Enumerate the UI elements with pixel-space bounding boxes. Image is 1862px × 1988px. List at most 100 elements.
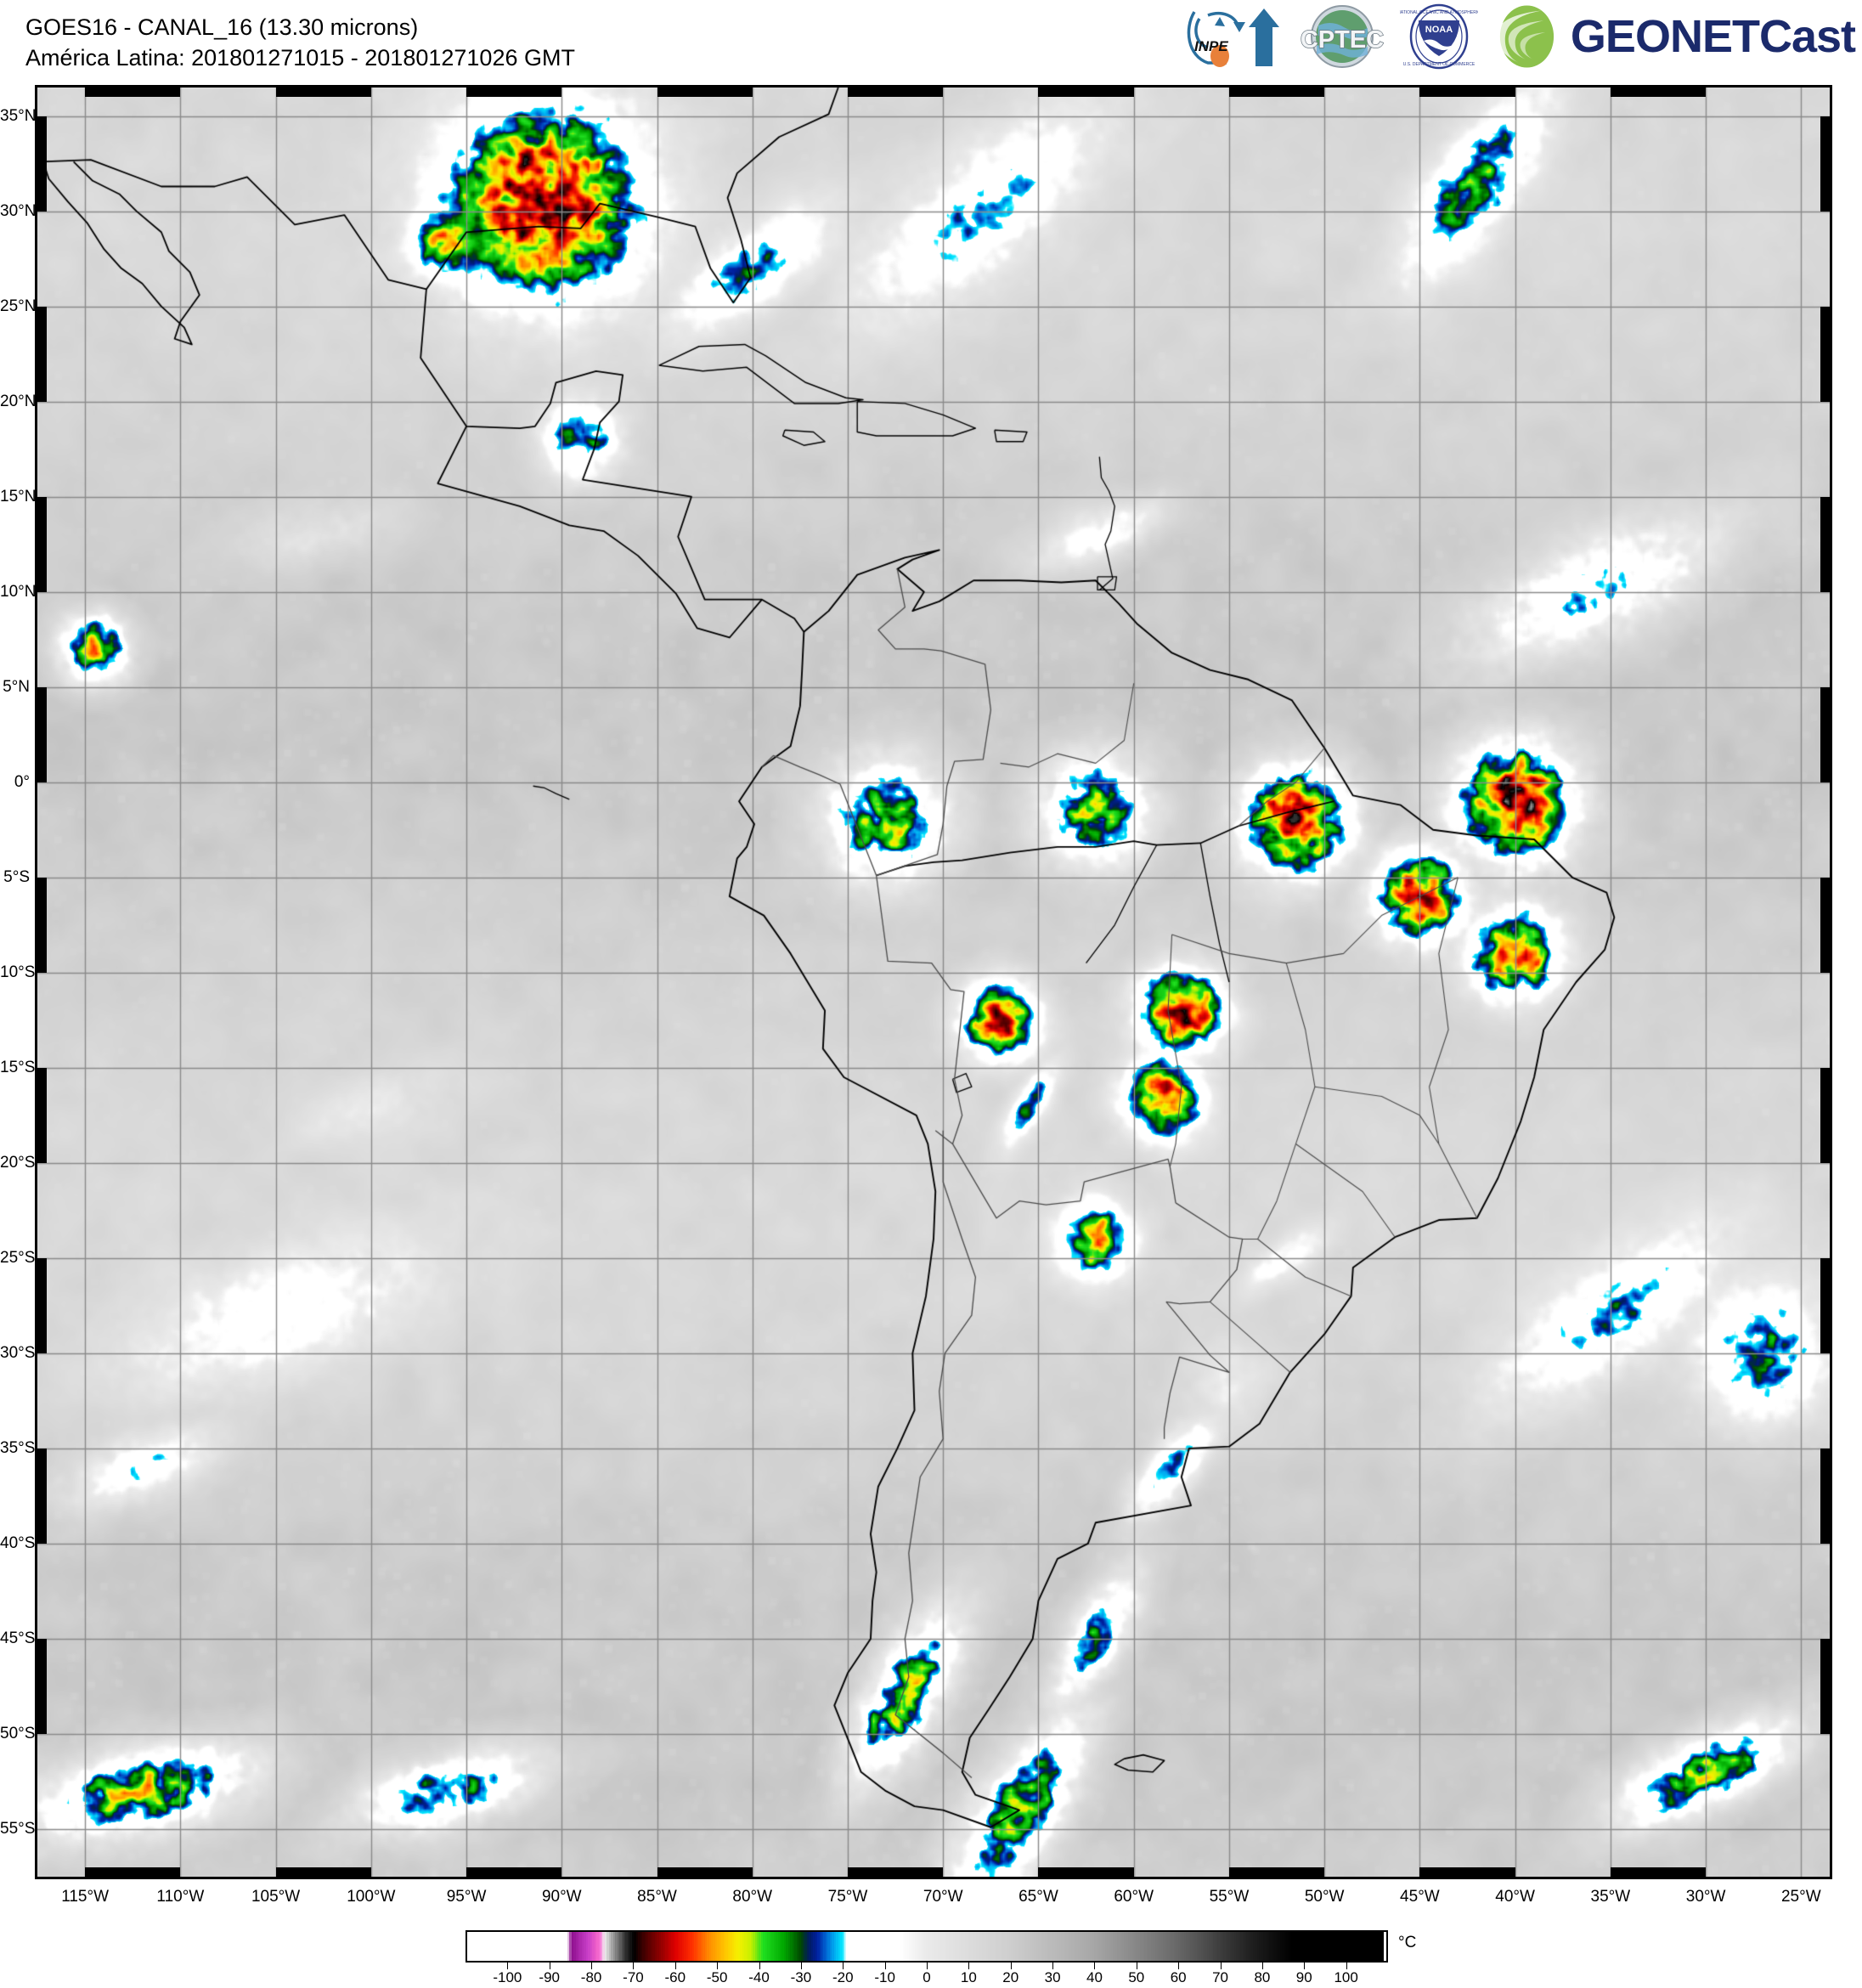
colorbar-segment — [1321, 1932, 1324, 1961]
colorbar-segment — [754, 1932, 757, 1961]
colorbar-segment — [1278, 1932, 1280, 1961]
colorbar-tick — [717, 1963, 719, 1969]
colorbar-segment — [994, 1932, 997, 1961]
colorbar-segment — [677, 1932, 680, 1961]
colorbar-tick — [1094, 1963, 1096, 1969]
colorbar-segment — [1240, 1932, 1243, 1961]
colorbar-tick-label: 70 — [1212, 1969, 1228, 1985]
colorbar-segment — [585, 1932, 589, 1961]
frame-tick-segment — [1610, 88, 1707, 97]
geonetcast-logo: GEONETCast — [1490, 3, 1856, 70]
colorbar-segment — [1311, 1932, 1313, 1961]
latitude-label: 40°S — [0, 1533, 36, 1552]
colorbar-segment — [955, 1932, 957, 1961]
colorbar-segment — [806, 1932, 810, 1961]
longitude-label: 25°W — [1780, 1888, 1821, 1906]
colorbar-segment — [535, 1932, 539, 1961]
latitude-label: 5°N — [3, 677, 30, 696]
colorbar-segment — [748, 1932, 751, 1961]
colorbar-segment — [1282, 1932, 1284, 1961]
colorbar-segment — [1073, 1932, 1076, 1961]
colorbar-segment — [1131, 1932, 1134, 1961]
colorbar-segment — [529, 1932, 533, 1961]
satellite-map[interactable] — [35, 85, 1832, 1879]
colorbar-segment — [1025, 1932, 1028, 1961]
colorbar-segment — [1244, 1932, 1247, 1961]
colorbar-segment — [723, 1932, 726, 1961]
colorbar-segment — [1027, 1932, 1030, 1961]
colorbar-segment — [567, 1932, 570, 1961]
colorbar-segment — [1004, 1932, 1007, 1961]
colorbar-segment — [669, 1932, 672, 1961]
colorbar-segment — [727, 1932, 731, 1961]
colorbar-segment — [1248, 1932, 1251, 1961]
colorbar-segment — [619, 1932, 622, 1961]
colorbar-segment — [1001, 1932, 1003, 1961]
colorbar-segment — [602, 1932, 605, 1961]
colorbar-segment — [521, 1932, 524, 1961]
colorbar-segment — [1288, 1932, 1290, 1961]
svg-text:INPE: INPE — [1194, 38, 1228, 54]
frame-tick-segment — [1419, 88, 1515, 97]
frame-tick-segment — [466, 88, 562, 97]
colorbar-segment — [1127, 1932, 1131, 1961]
colorbar-segment — [1194, 1932, 1197, 1961]
colorbar-segment — [1261, 1932, 1264, 1961]
colorbar-segment — [714, 1932, 718, 1961]
frame-tick-segment — [1820, 306, 1830, 402]
colorbar-segment — [759, 1932, 761, 1961]
colorbar-segment — [590, 1932, 593, 1961]
frame-tick-segment — [275, 88, 371, 97]
colorbar-segment — [973, 1932, 976, 1961]
frame-tick-segment — [847, 1867, 944, 1877]
colorbar-segment — [1381, 1932, 1385, 1961]
colorbar-segment — [912, 1932, 916, 1961]
colorbar-segment — [1019, 1932, 1022, 1961]
colorbar-segment — [1015, 1932, 1018, 1961]
colorbar-segment — [1021, 1932, 1024, 1961]
colorbar-segment — [1209, 1932, 1211, 1961]
colorbar-segment — [1348, 1932, 1351, 1961]
colorbar-segment — [1200, 1932, 1203, 1961]
colorbar-segment — [1154, 1932, 1157, 1961]
cptec-logo: CPTEC — [1296, 3, 1388, 70]
colorbar-segment — [498, 1932, 501, 1961]
colorbar-segment — [475, 1932, 478, 1961]
colorbar-segment — [817, 1932, 820, 1961]
colorbar-segment — [921, 1932, 924, 1961]
colorbar-segment — [900, 1932, 903, 1961]
colorbar-segment — [1058, 1932, 1062, 1961]
colorbar-segment — [1176, 1932, 1178, 1961]
colorbar-tick — [674, 1963, 676, 1969]
colorbar-segment — [1213, 1932, 1216, 1961]
colorbar-segment — [896, 1932, 899, 1961]
frame-tick-segment — [657, 88, 753, 97]
colorbar-segment — [969, 1932, 972, 1961]
colorbar-segment — [815, 1932, 818, 1961]
colorbar-segment — [654, 1932, 657, 1961]
latitude-label: 10°S — [0, 963, 36, 981]
colorbar-segment — [1202, 1932, 1205, 1961]
frame-tick-segment — [37, 1067, 47, 1163]
frame-tick-segment — [37, 116, 47, 212]
colorbar-segment — [779, 1932, 782, 1961]
frame-tick-segment — [37, 686, 47, 782]
colorbar-segment — [1317, 1932, 1320, 1961]
colorbar-segment — [680, 1932, 682, 1961]
colorbar-segment — [665, 1932, 668, 1961]
colorbar-segment — [1229, 1932, 1233, 1961]
frame-tick-segment — [37, 1638, 47, 1734]
colorbar-segment — [1279, 1932, 1283, 1961]
colorbar-segment — [1008, 1932, 1012, 1961]
colorbar-segment — [1378, 1932, 1380, 1961]
colorbar-segment — [1144, 1932, 1147, 1961]
colorbar-segment — [1160, 1932, 1164, 1961]
colorbar-segment — [511, 1932, 513, 1961]
colorbar-segment — [469, 1932, 471, 1961]
colorbar-segment — [875, 1932, 878, 1961]
geonetcast-leaf-icon — [1496, 5, 1554, 68]
colorbar-tick-label: -100 — [493, 1969, 522, 1985]
colorbar-segment — [902, 1932, 906, 1961]
colorbar-segment — [486, 1932, 488, 1961]
colorbar-segment — [721, 1932, 724, 1961]
